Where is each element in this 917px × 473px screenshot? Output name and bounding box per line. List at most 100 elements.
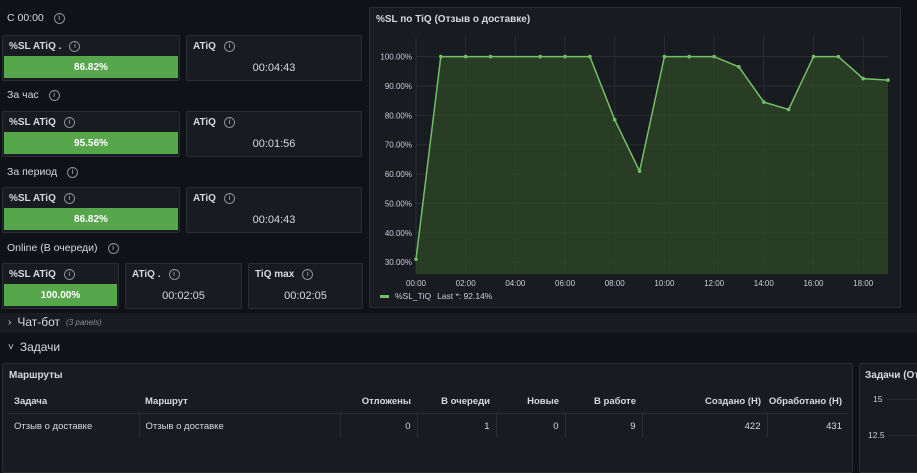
panel-title: Задачи (От (865, 370, 917, 381)
sl-atiq-panel: %SL ATiQ . i 86.82% (2, 35, 180, 81)
group-label: За период i (7, 166, 79, 178)
col-header[interactable]: В очереди (441, 395, 490, 407)
row-tasks[interactable]: ˅ Задачи (8, 340, 60, 354)
data-point (811, 54, 816, 59)
y-tick-label: 100.00% (380, 53, 412, 62)
data-point (637, 169, 642, 173)
col-header[interactable]: Задача (14, 395, 48, 407)
data-point (836, 54, 841, 59)
data-point (538, 54, 543, 59)
routes-panel: Маршруты Задача Маршрут Отложены В очере… (2, 363, 853, 473)
x-tick-label: 06:00 (555, 279, 576, 288)
tasks-panel: Задачи (От 15 12.5 (859, 363, 917, 473)
col-header[interactable]: В работе (594, 395, 636, 407)
y-tick-label: 50.00% (385, 199, 412, 208)
tiqmax-value: 00:02:05 (284, 290, 327, 302)
panel-title: %SL ATiQ . (9, 41, 62, 52)
info-icon[interactable]: i (63, 269, 75, 280)
col-header[interactable]: Создано (Н) (705, 395, 761, 407)
sl-chart-panel: %SL по TiQ (Отзыв о доставке) 30.00% 40.0… (369, 7, 901, 308)
col-header[interactable]: Обработано (Н) (768, 395, 842, 407)
y-tick-label: 60.00% (385, 170, 412, 179)
data-point (488, 54, 493, 59)
cell-created: 422 (641, 413, 767, 438)
atiq-value: 00:02:05 (162, 290, 205, 302)
cell-new: 0 (495, 413, 565, 438)
info-icon[interactable]: i (302, 269, 314, 280)
data-point (786, 107, 791, 112)
chevron-down-icon: ˅ (8, 341, 14, 353)
info-icon[interactable]: i (63, 117, 75, 128)
sl-atiq-panel: %SL ATiQ i 86.82% (2, 187, 180, 233)
x-tick-label: 08:00 (605, 279, 626, 288)
sl-chart: 30.00% 40.00% 50.00% 60.00% 70.00% 80.00% 90.0… (380, 36, 890, 288)
data-point (761, 100, 766, 104)
col-header[interactable]: Новые (527, 395, 559, 407)
row-chatbot[interactable]: › Чат-бот (3 panels) (8, 315, 102, 329)
group-label: За час i (7, 89, 60, 101)
info-icon[interactable]: i (69, 41, 81, 52)
cell-postponed: 0 (339, 413, 417, 438)
panel-title: Маршруты (9, 370, 63, 381)
sl-value-bar: 95.56% (4, 132, 178, 154)
info-icon[interactable]: i (63, 193, 75, 204)
cell-task: Отзыв о доставке (14, 420, 93, 432)
sl-value-bar: 86.82% (4, 208, 178, 230)
panel-title: ATiQ (193, 41, 216, 52)
info-icon[interactable]: i (223, 117, 235, 128)
panel-count: (3 panels) (66, 317, 102, 327)
data-point (737, 65, 741, 69)
x-tick-label: 12:00 (704, 279, 725, 288)
x-tick-label: 14:00 (754, 279, 775, 288)
info-icon[interactable]: i (223, 193, 235, 204)
x-tick-label: 02:00 (456, 279, 477, 288)
x-tick-label: 18:00 (853, 279, 874, 288)
info-icon[interactable]: i (168, 269, 180, 280)
x-tick-label: 16:00 (803, 279, 824, 288)
chart-legend[interactable]: %SL_TiQ Last *: 92.14% (380, 291, 492, 301)
panel-title: ATiQ . (132, 269, 161, 280)
info-icon[interactable]: i (107, 242, 119, 254)
y-tick-label: 90.00% (385, 82, 412, 91)
info-icon[interactable]: i (53, 12, 65, 24)
series-area (416, 56, 888, 274)
sl-value-bar: 100.00% (4, 284, 117, 306)
online-tiqmax-panel: TiQ max i 00:02:05 (248, 263, 363, 309)
data-point (662, 54, 667, 59)
atiq-panel: ATiQ i 00:04:43 (186, 35, 362, 81)
legend-series-name: %SL_TiQ (395, 291, 432, 301)
chevron-right-icon: › (8, 316, 12, 328)
atiq-value: 00:04:43 (252, 62, 296, 74)
cell-processed: 431 (766, 413, 848, 438)
data-point (886, 78, 890, 82)
panel-title: TiQ max (255, 269, 295, 280)
info-icon[interactable]: i (67, 166, 79, 178)
table-row[interactable]: Отзыв о доставке Отзыв о доставке 0 1 0 … (8, 413, 848, 438)
routes-table: Задача Маршрут Отложены В очереди Новые … (8, 389, 848, 438)
y-tick-label: 40.00% (385, 229, 412, 238)
group-label: С 00:00 i (7, 12, 65, 24)
y-tick-label: 12.5 (868, 430, 885, 440)
info-icon[interactable]: i (223, 41, 235, 52)
section-title: Задачи (19, 340, 61, 354)
col-header[interactable]: Отложены (361, 395, 411, 407)
online-sl-panel: %SL ATiQ i 100.00% (2, 263, 119, 309)
online-atiq-panel: ATiQ . i 00:02:05 (125, 263, 242, 309)
panel-title: %SL ATiQ (9, 193, 56, 204)
atiq-panel: ATiQ i 00:01:56 (186, 111, 362, 157)
x-tick-label: 00:00 (406, 279, 427, 288)
atiq-panel: ATiQ i 00:04:43 (186, 187, 362, 233)
data-point (687, 54, 692, 59)
legend-last-value: Last *: 92.14% (437, 291, 493, 301)
data-point (563, 54, 567, 59)
y-tick-label: 30.00% (385, 258, 412, 267)
col-header[interactable]: Маршрут (145, 395, 188, 407)
info-icon[interactable]: i (48, 89, 60, 101)
panel-title: %SL ATiQ (9, 269, 56, 280)
x-tick-label: 10:00 (654, 279, 675, 288)
data-point (463, 54, 468, 59)
cell-in-work: 9 (564, 413, 642, 438)
y-tick-label: 15 (873, 394, 883, 404)
y-tick-label: 70.00% (385, 141, 412, 150)
panel-title: ATiQ (193, 193, 216, 204)
